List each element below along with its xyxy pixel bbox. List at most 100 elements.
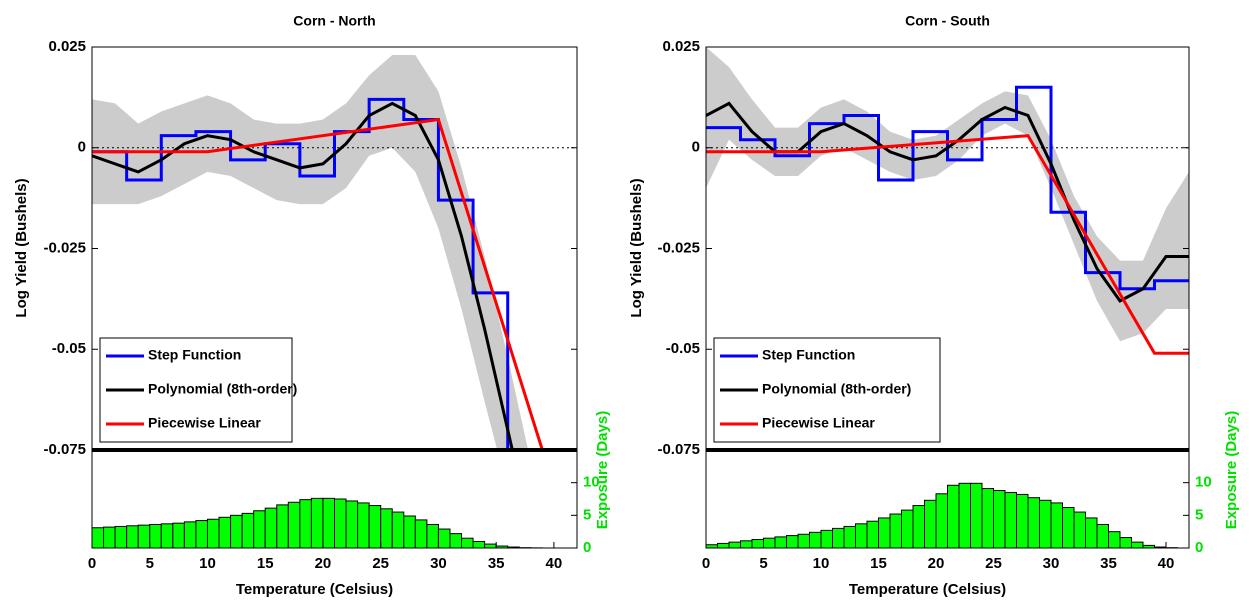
exposure-bar bbox=[276, 504, 289, 549]
exposure-bar bbox=[299, 499, 312, 549]
exposure-bar bbox=[855, 523, 868, 549]
exposure-bar bbox=[322, 497, 336, 549]
exposure-bar bbox=[426, 523, 439, 549]
y-axis-label: Log Yield (Bushels) bbox=[13, 178, 30, 317]
exposure-bar bbox=[437, 528, 451, 549]
plot-area bbox=[92, 55, 577, 450]
exposure-bar bbox=[786, 535, 799, 549]
exposure-bar bbox=[717, 542, 730, 549]
exposure-bar bbox=[287, 501, 301, 549]
exposure-bar bbox=[740, 540, 753, 549]
exposure-bar bbox=[878, 517, 891, 549]
legend-label: Polynomial (8th-order) bbox=[148, 381, 297, 397]
exposure-bar bbox=[230, 514, 243, 549]
exposure-bar bbox=[924, 499, 937, 549]
exposure-bar bbox=[334, 498, 347, 549]
exposure-bar bbox=[993, 490, 1006, 549]
y2-axis-label: Exposure (Days) bbox=[1223, 411, 1240, 529]
y-tick-label: 0.025 bbox=[48, 38, 86, 55]
y-tick-label: -0.05 bbox=[666, 340, 700, 357]
confidence-band bbox=[706, 47, 1189, 342]
y2-tick-label: 0 bbox=[1195, 539, 1203, 556]
legend-label: Piecewise Linear bbox=[762, 415, 875, 431]
y-tick-label: 0.025 bbox=[662, 38, 700, 55]
line bbox=[706, 134, 1189, 355]
x-tick-label: 35 bbox=[488, 555, 505, 572]
exposure-bar bbox=[1108, 531, 1121, 549]
x-axis-label: Temperature (Celsius) bbox=[849, 581, 1006, 598]
x-tick-label: 25 bbox=[372, 555, 389, 572]
exposure-bar bbox=[449, 533, 463, 549]
exposure-bar bbox=[345, 500, 359, 549]
y-tick-label: -0.025 bbox=[657, 239, 700, 256]
exposure-bar bbox=[484, 543, 497, 549]
legend-label: Step Function bbox=[148, 347, 241, 363]
line bbox=[92, 101, 514, 450]
plot-area bbox=[706, 47, 1189, 355]
y-tick-label: -0.075 bbox=[657, 441, 700, 458]
exposure-bar bbox=[1050, 502, 1063, 549]
exposure-bar bbox=[901, 509, 914, 549]
y2-tick-label: 5 bbox=[1195, 506, 1203, 523]
exposure-bar bbox=[751, 539, 764, 549]
x-tick-label: 15 bbox=[257, 555, 274, 572]
exposure-bar bbox=[912, 505, 925, 549]
x-tick-label: 20 bbox=[928, 555, 945, 572]
line bbox=[92, 117, 544, 450]
exposure-bar bbox=[183, 521, 197, 549]
exposure-bar bbox=[1096, 523, 1109, 549]
x-tick-label: 5 bbox=[759, 555, 767, 572]
exposure-bar bbox=[137, 524, 151, 549]
exposure-bar bbox=[103, 526, 116, 549]
y-tick-label: 0 bbox=[692, 139, 700, 156]
y-tick-label: -0.025 bbox=[43, 239, 86, 256]
exposure-bar bbox=[414, 519, 428, 549]
x-tick-label: 25 bbox=[985, 555, 1002, 572]
exposure-bar bbox=[195, 520, 208, 549]
exposure-bar bbox=[970, 482, 983, 549]
exposure-bar bbox=[935, 493, 948, 549]
x-tick-label: 30 bbox=[1043, 555, 1060, 572]
x-tick-label: 0 bbox=[702, 555, 710, 572]
y-axis-label: Log Yield (Bushels) bbox=[628, 178, 645, 317]
axes-frame bbox=[91, 46, 578, 549]
exposure-bar bbox=[368, 505, 382, 549]
exposure-bar bbox=[1119, 537, 1132, 549]
exposure-bar bbox=[1004, 491, 1017, 549]
exposure-bar bbox=[403, 515, 416, 549]
y2-axis-label: Exposure (Days) bbox=[594, 411, 611, 529]
x-tick-label: 35 bbox=[1100, 555, 1117, 572]
exposure-bar bbox=[1085, 517, 1098, 549]
legend-label: Piecewise Linear bbox=[148, 415, 261, 431]
chart-title: Corn - South bbox=[905, 13, 990, 29]
exposure-bar bbox=[310, 497, 324, 549]
exposure-bar bbox=[380, 508, 393, 549]
exposure-bar bbox=[160, 523, 174, 549]
exposure-bar bbox=[763, 537, 776, 549]
exposure-bar bbox=[820, 529, 833, 549]
legend-label: Step Function bbox=[762, 347, 855, 363]
x-tick-label: 20 bbox=[315, 555, 332, 572]
exposure-bar bbox=[357, 502, 370, 549]
y2-tick-label: 5 bbox=[583, 506, 591, 523]
step-line bbox=[92, 97, 510, 450]
step-line bbox=[706, 85, 1189, 291]
y2-tick-label: 10 bbox=[1195, 474, 1212, 491]
chart-title: Corn - North bbox=[293, 13, 375, 29]
exposure-bar bbox=[1039, 499, 1052, 549]
exposure-bar bbox=[1016, 493, 1029, 549]
legend-label: Polynomial (8th-order) bbox=[762, 381, 911, 397]
x-tick-label: 5 bbox=[146, 555, 154, 572]
exposure-bar bbox=[866, 520, 879, 549]
exposure-bar bbox=[981, 488, 994, 549]
exposure-bar bbox=[264, 507, 278, 549]
y-tick-label: -0.05 bbox=[52, 340, 86, 357]
exposure-bar bbox=[843, 525, 856, 549]
exposure-bar bbox=[149, 523, 162, 549]
exposure-bar bbox=[91, 527, 105, 549]
exposure-bar bbox=[947, 484, 960, 549]
exposure-bar bbox=[728, 541, 741, 549]
x-axis-label: Temperature (Celsius) bbox=[236, 581, 393, 598]
exposure-bar bbox=[832, 527, 845, 549]
